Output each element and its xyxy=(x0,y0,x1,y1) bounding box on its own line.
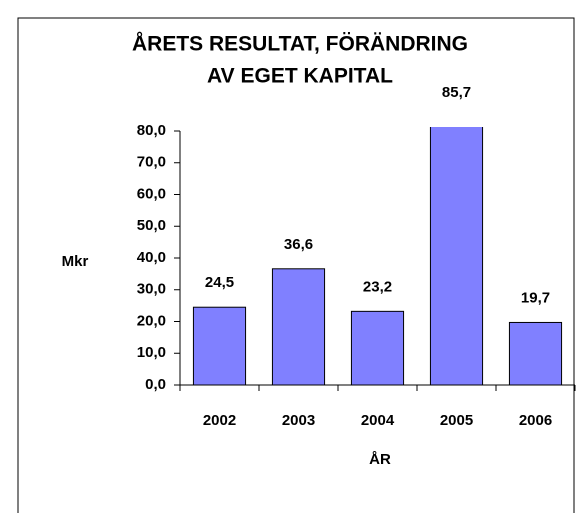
y-tick-label: 50,0 xyxy=(137,217,166,234)
frame xyxy=(17,17,575,513)
data-label: 36,6 xyxy=(284,236,313,253)
x-tick-label: 2006 xyxy=(519,412,552,429)
data-label: 23,2 xyxy=(363,278,392,295)
bar xyxy=(429,127,484,386)
x-tick-label: 2004 xyxy=(361,412,395,429)
x-tick-label: 2002 xyxy=(203,412,236,429)
bar xyxy=(508,321,563,386)
x-axis-label: ÅR xyxy=(369,451,391,468)
bars xyxy=(192,127,563,386)
chart-title: ÅRETS RESULTAT, FÖRÄNDRING xyxy=(132,32,468,56)
y-tick-label: 30,0 xyxy=(137,281,166,298)
bar xyxy=(192,306,247,386)
bar xyxy=(350,310,405,386)
chart-title: AV EGET KAPITAL xyxy=(207,65,393,88)
y-tick-label: 70,0 xyxy=(137,154,166,171)
data-label: 24,5 xyxy=(205,274,234,291)
y-tick-label: 0,0 xyxy=(145,376,166,393)
y-tick-label: 10,0 xyxy=(137,344,166,361)
x-tick-label: 2005 xyxy=(440,412,473,429)
x-tick-label: 2003 xyxy=(282,412,315,429)
data-label: 19,7 xyxy=(521,289,550,306)
y-tick-label: 60,0 xyxy=(137,185,166,202)
bar xyxy=(271,268,326,386)
y-axis-label: Mkr xyxy=(62,253,89,270)
data-label: 85,7 xyxy=(442,84,471,101)
y-tick-label: 20,0 xyxy=(137,312,166,329)
y-tick-label: 40,0 xyxy=(137,249,166,266)
y-tick-label: 80,0 xyxy=(137,122,166,139)
